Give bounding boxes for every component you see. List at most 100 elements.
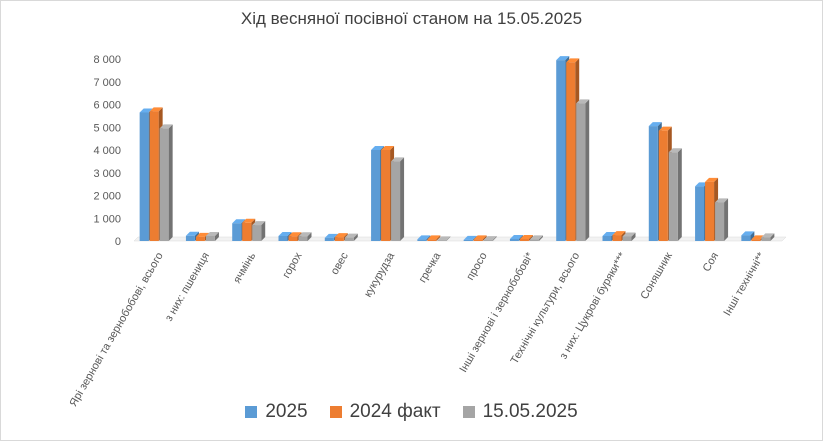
bar-top xyxy=(437,236,451,241)
legend-item-15-05-2025: 15.05.2025 xyxy=(462,401,578,423)
bar xyxy=(427,239,437,241)
bar-top xyxy=(185,231,199,236)
bar xyxy=(381,150,391,241)
bar-top xyxy=(612,231,626,236)
bar xyxy=(648,126,658,241)
bar xyxy=(695,186,705,241)
bar-top xyxy=(149,107,163,112)
bar-top xyxy=(463,235,477,240)
y-tick-label: 1 000 xyxy=(93,213,121,225)
bar xyxy=(576,103,586,241)
bar-top xyxy=(252,221,266,226)
bar xyxy=(463,239,473,241)
bar-top xyxy=(159,124,173,129)
bar-top xyxy=(741,231,755,236)
bar xyxy=(288,236,298,241)
bar-top xyxy=(195,232,209,237)
bar-top xyxy=(529,235,543,240)
bar xyxy=(185,235,195,241)
bar-side xyxy=(724,198,729,241)
bar xyxy=(705,181,715,241)
legend-swatch-2025 xyxy=(245,406,258,418)
bar-top xyxy=(509,234,523,239)
bar-top xyxy=(371,146,385,150)
bar-top xyxy=(556,56,570,61)
bar xyxy=(278,235,288,241)
bar-side xyxy=(168,124,173,241)
bar xyxy=(556,60,566,242)
x-tick-label: Соя xyxy=(701,250,721,273)
bar xyxy=(612,235,622,241)
x-tick-label: з них: пшениця xyxy=(163,250,212,323)
bar xyxy=(371,150,381,241)
bar-top xyxy=(205,231,219,236)
bar xyxy=(741,235,751,241)
bar-side xyxy=(400,157,405,241)
bar xyxy=(195,236,205,241)
bar xyxy=(529,239,539,241)
bar-side xyxy=(492,236,497,241)
bar-top xyxy=(668,148,682,153)
bar-top xyxy=(622,232,636,237)
y-tick-label: 4 000 xyxy=(93,145,121,157)
y-tick-label: 3 000 xyxy=(93,168,121,180)
bar-side xyxy=(538,235,543,241)
legend-item-2025: 2025 xyxy=(245,401,308,423)
chart-legend: 2025 2024 факт 15.05.2025 xyxy=(0,401,823,423)
bar-side xyxy=(482,235,487,241)
bar-side xyxy=(585,99,590,241)
bar-top xyxy=(705,177,719,182)
bar-side xyxy=(261,221,266,241)
bar xyxy=(139,112,149,242)
bar-top xyxy=(344,233,358,238)
x-tick-label: Ярі зернові та зернобобові, всього xyxy=(67,251,165,409)
bar xyxy=(159,128,169,241)
y-tick-label: 7 000 xyxy=(93,77,121,89)
bar-top xyxy=(695,182,709,187)
bar xyxy=(715,202,725,241)
bar-side xyxy=(631,232,636,241)
bar-top xyxy=(602,231,616,236)
bar-top xyxy=(658,126,672,131)
bar-side xyxy=(770,233,775,241)
bar xyxy=(622,236,632,241)
legend-swatch-15-05-2025 xyxy=(462,406,475,418)
x-tick-label: Соняшник xyxy=(639,250,675,301)
bar xyxy=(252,225,262,241)
legend-label-15-05-2025: 15.05.2025 xyxy=(482,401,578,422)
bar xyxy=(437,240,447,241)
bar xyxy=(566,62,576,241)
x-tick-label: кукурудза xyxy=(362,250,398,300)
y-tick-label: 5 000 xyxy=(93,122,121,134)
legend-label-2024: 2024 факт xyxy=(349,401,441,422)
bar-top xyxy=(242,218,256,223)
bar xyxy=(602,235,612,241)
bar xyxy=(344,237,354,241)
bar-top xyxy=(278,231,292,236)
bar-side xyxy=(446,236,451,241)
bar-side xyxy=(307,232,312,241)
bar-top xyxy=(298,232,312,237)
bar-top xyxy=(483,236,497,241)
x-tick-label: ячмінь xyxy=(231,250,258,285)
x-tick-label: Інші технічні** xyxy=(722,250,768,318)
bar xyxy=(751,239,761,241)
bar xyxy=(483,240,493,241)
y-tick-label: 6 000 xyxy=(93,100,121,112)
bar xyxy=(205,235,215,241)
bar-side xyxy=(353,233,358,241)
bar-top xyxy=(232,219,246,224)
y-tick-label: 0 xyxy=(115,236,121,248)
bar-top xyxy=(381,146,395,150)
x-tick-label: овес xyxy=(329,250,351,277)
bar-side xyxy=(750,231,755,241)
bar xyxy=(509,238,519,241)
bar xyxy=(417,239,427,241)
x-tick-label: горох xyxy=(280,250,304,280)
bar-top xyxy=(324,233,338,238)
bar-top xyxy=(715,198,729,203)
y-tick-label: 8 000 xyxy=(93,54,121,66)
bar-top xyxy=(391,157,405,162)
legend-swatch-2024 xyxy=(329,406,342,418)
